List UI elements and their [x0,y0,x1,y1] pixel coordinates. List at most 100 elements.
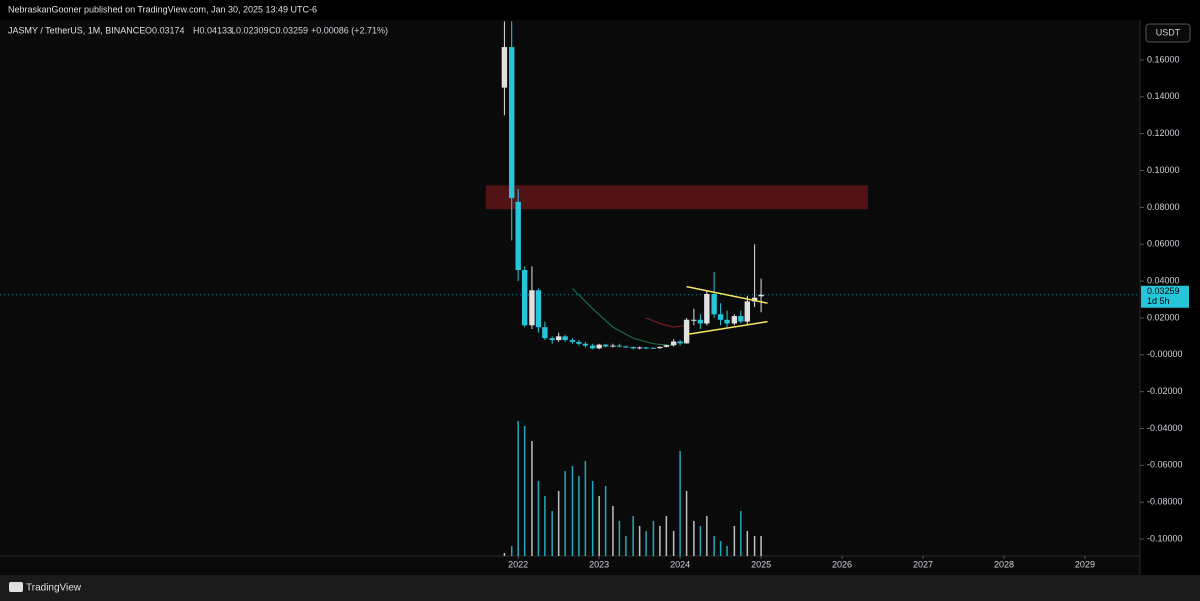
volume-bar [672,531,675,556]
volume-bar [679,451,681,556]
candle-body [731,316,738,324]
candle-body [691,319,697,321]
moving-average [572,288,674,347]
candle-body [650,347,657,349]
volume-bar [557,491,560,556]
candle-body [683,319,690,344]
candle-body [636,347,643,349]
volume-bar [578,476,580,556]
y-tick-label: -0.06000 [1147,460,1183,470]
volume-bar [523,426,526,556]
volume-bar [726,546,728,556]
volume-bar [604,486,607,556]
volume-bar [584,461,587,556]
candle-body [569,340,576,342]
x-tick-label: 2025 [751,559,771,569]
candle-body [616,345,623,347]
volume-bar [645,531,647,556]
candle-body [717,314,724,320]
ohlc-open: O0.03174 [145,25,185,35]
y-tick-label: -0.10000 [1147,533,1183,543]
brand: TradingView [26,583,82,594]
candle-body [549,338,555,341]
volume-bar [571,466,574,556]
volume-bar [598,496,600,556]
candle-body [582,343,589,346]
volume-bar [699,526,702,556]
candle-body [610,345,616,347]
y-tick-label: -0.00000 [1147,349,1183,359]
candle-body [535,290,542,328]
candle-body [589,345,596,349]
volume-bar [746,531,749,556]
volume-bar [733,526,736,556]
candle-body [501,47,508,88]
currency-button[interactable] [1145,23,1191,43]
volume-bar [544,496,546,556]
candle-body [663,345,670,347]
candle-body [677,341,683,344]
candle-body [630,347,636,349]
logo [9,582,23,592]
volume-bar [693,521,695,556]
trendline [686,320,768,336]
volume-bar [551,511,553,556]
candle-body [623,346,629,348]
candle-body [555,336,562,341]
countdown: 1d 5h [1147,296,1170,306]
volume-bar [517,421,519,556]
volume-bar [612,506,614,556]
candle-body [542,327,548,339]
volume-bar [706,516,708,556]
volume-bar [591,481,594,556]
trendline [686,285,768,304]
candle-body [509,47,515,199]
volume-bar [632,516,634,556]
y-tick-label: 0.08000 [1147,202,1180,212]
y-tick-label: 0.06000 [1147,239,1180,249]
x-tick-label: 2023 [589,559,609,569]
volume-bar [564,471,566,556]
candle-body [751,297,758,302]
volume-bar [652,521,655,556]
y-tick-label: 0.12000 [1147,128,1180,138]
volume-bar [665,516,668,556]
volume-bar [740,511,742,556]
volume-bar [685,491,688,556]
ohlc-low: L0.02309 [231,25,269,35]
candle-body [724,319,730,324]
candle-body [521,270,528,326]
footer [0,575,1200,601]
last-price-label: 0.03259 [1147,286,1180,296]
volume-bar [713,536,715,556]
candle-body [515,201,521,271]
symbol: JASMY / TetherUS, 1M, BINANCE [8,25,145,35]
candle-body [529,290,535,326]
ohlc-close: C0.03259 [269,25,308,35]
x-tick-label: 2026 [832,559,852,569]
volume-bar [638,526,641,556]
candle-body [643,347,649,349]
plot-area [0,20,1140,575]
resistance-zone [485,185,868,210]
candle-body [758,294,764,297]
candle-body [697,319,704,324]
volume-bar [760,536,762,556]
x-tick-label: 2024 [670,559,690,569]
publisher: NebraskanGooner published on TradingView… [8,4,317,14]
y-tick-label: -0.08000 [1147,497,1183,507]
y-tick-label: -0.02000 [1147,386,1183,396]
volume-bar [659,526,661,556]
volume-bar [503,553,506,556]
volume-bar [510,546,513,556]
y-tick-label: -0.04000 [1147,423,1183,433]
y-tick-label: 0.10000 [1147,165,1180,175]
candle-body [576,341,582,344]
currency[interactable]: USDT [1156,27,1181,37]
moving-average [645,317,687,328]
candle-body [744,301,751,322]
x-tick-label: 2029 [1075,559,1095,569]
candle-body [711,293,717,315]
candle-body [596,344,602,349]
